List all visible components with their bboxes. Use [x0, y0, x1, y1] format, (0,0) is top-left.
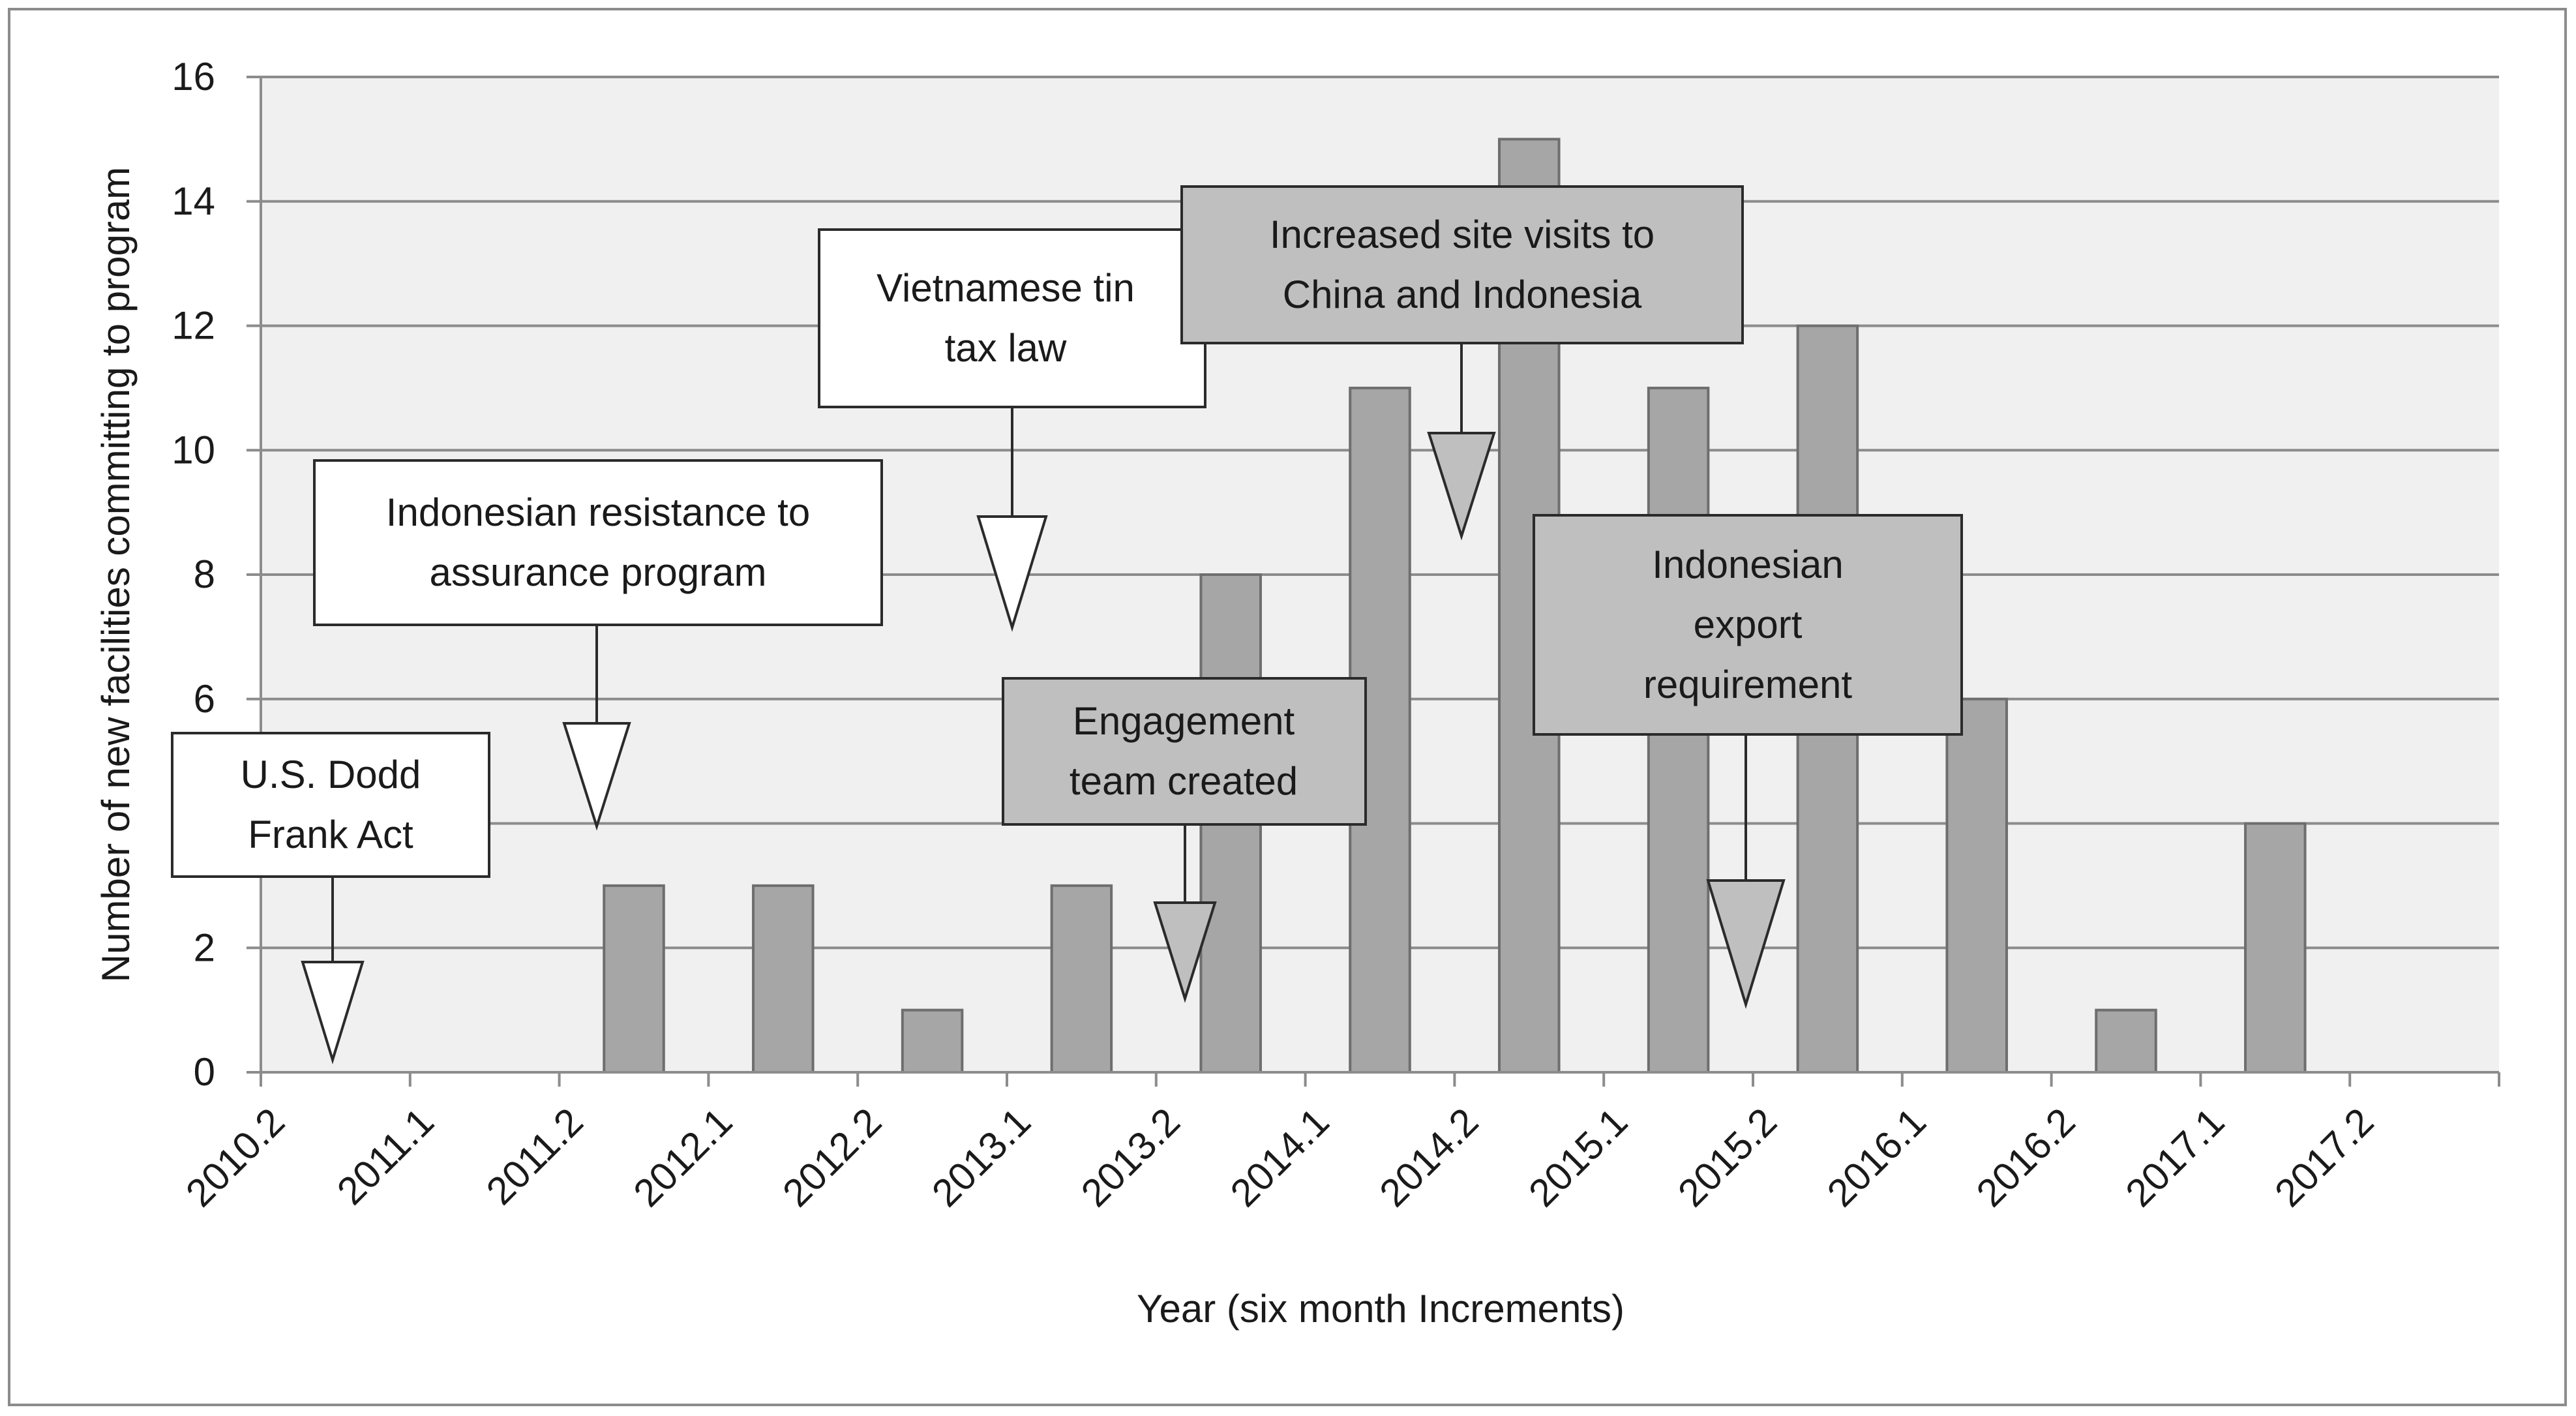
annotation-text: Indonesian resistance to — [386, 490, 810, 534]
y-tick-label: 8 — [194, 552, 215, 596]
annotation-arrowhead — [562, 722, 631, 831]
annotation-callout: Indonesian resistance to assurance progra… — [313, 459, 883, 831]
annotation-box — [313, 459, 883, 626]
annotation-text: Engagement — [1073, 699, 1295, 743]
annotation-text: Indonesian — [1652, 543, 1844, 586]
bar — [2244, 822, 2307, 1074]
annotation-callout: Engagement team created — [1002, 677, 1367, 1003]
annotation-text: U.S. Dodd — [241, 753, 421, 796]
annotation-callout: Increased site visits to China and Indone… — [1180, 185, 1744, 541]
annotation-text: team created — [1070, 759, 1298, 803]
bar — [1050, 884, 1113, 1074]
x-axis-title: Year (six month Increments) — [1137, 1287, 1625, 1331]
y-tick-label: 10 — [172, 428, 215, 472]
annotation-callout: Vietnamese tin tax law — [818, 228, 1206, 632]
annotation-box — [818, 228, 1206, 408]
y-tick-label: 6 — [194, 677, 215, 721]
annotation-callout: Indonesian export requirement — [1533, 514, 1963, 1009]
annotation-text: Vietnamese tin — [876, 266, 1135, 310]
annotation-text: assurance program — [430, 550, 767, 594]
annotation-text: tax law — [945, 326, 1067, 370]
annotation-text: requirement — [1643, 663, 1852, 706]
y-axis-title: Number of new facilities committing to p… — [94, 167, 138, 982]
annotation-box — [1002, 677, 1367, 826]
annotation-arrowhead — [1427, 432, 1496, 541]
annotation-text: Frank Act — [248, 813, 413, 856]
bar — [752, 884, 815, 1074]
y-tick-label: 12 — [172, 304, 215, 348]
annotation-text: China and Indonesia — [1283, 273, 1642, 316]
annotation-arrowhead — [301, 961, 365, 1064]
annotation-box — [1180, 185, 1744, 344]
annotation-arrowhead — [1153, 901, 1217, 1003]
bar — [901, 1008, 964, 1074]
y-tick-label: 2 — [194, 926, 215, 969]
y-tick-label: 16 — [172, 55, 215, 98]
annotation-arrowhead — [976, 515, 1048, 632]
y-tick-label: 14 — [172, 179, 215, 223]
y-tick-label: 0 — [194, 1050, 215, 1094]
annotation-arrowhead — [1706, 879, 1786, 1009]
annotation-box — [171, 732, 490, 878]
annotation-box — [1533, 514, 1963, 736]
bar — [603, 884, 665, 1074]
annotation-text: Increased site visits to — [1270, 213, 1655, 256]
bar — [2095, 1008, 2157, 1074]
annotation-callout: U.S. Dodd Frank Act — [171, 732, 490, 1064]
bar — [1945, 697, 2008, 1074]
annotation-text: export — [1694, 603, 1803, 646]
